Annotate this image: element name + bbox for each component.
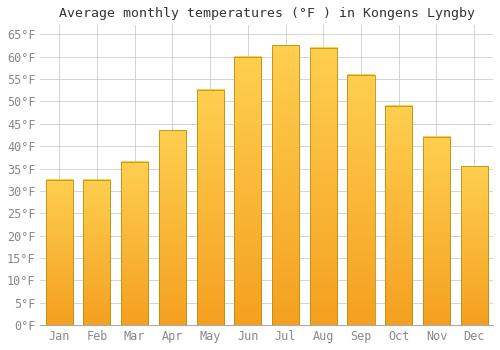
Bar (196, 90, 224, 325)
Bar (84, 180, 110, 325)
Bar (121, 162, 148, 325)
Title: Average monthly temperatures (°F ) in Kongens Lyngby: Average monthly temperatures (°F ) in Ko… (58, 7, 474, 20)
Bar (460, 166, 488, 325)
Bar (423, 137, 450, 325)
Bar (310, 48, 337, 325)
Bar (234, 57, 262, 325)
Bar (385, 106, 412, 325)
Bar (46, 180, 73, 325)
Bar (159, 131, 186, 325)
Bar (272, 46, 299, 325)
Bar (348, 75, 374, 325)
